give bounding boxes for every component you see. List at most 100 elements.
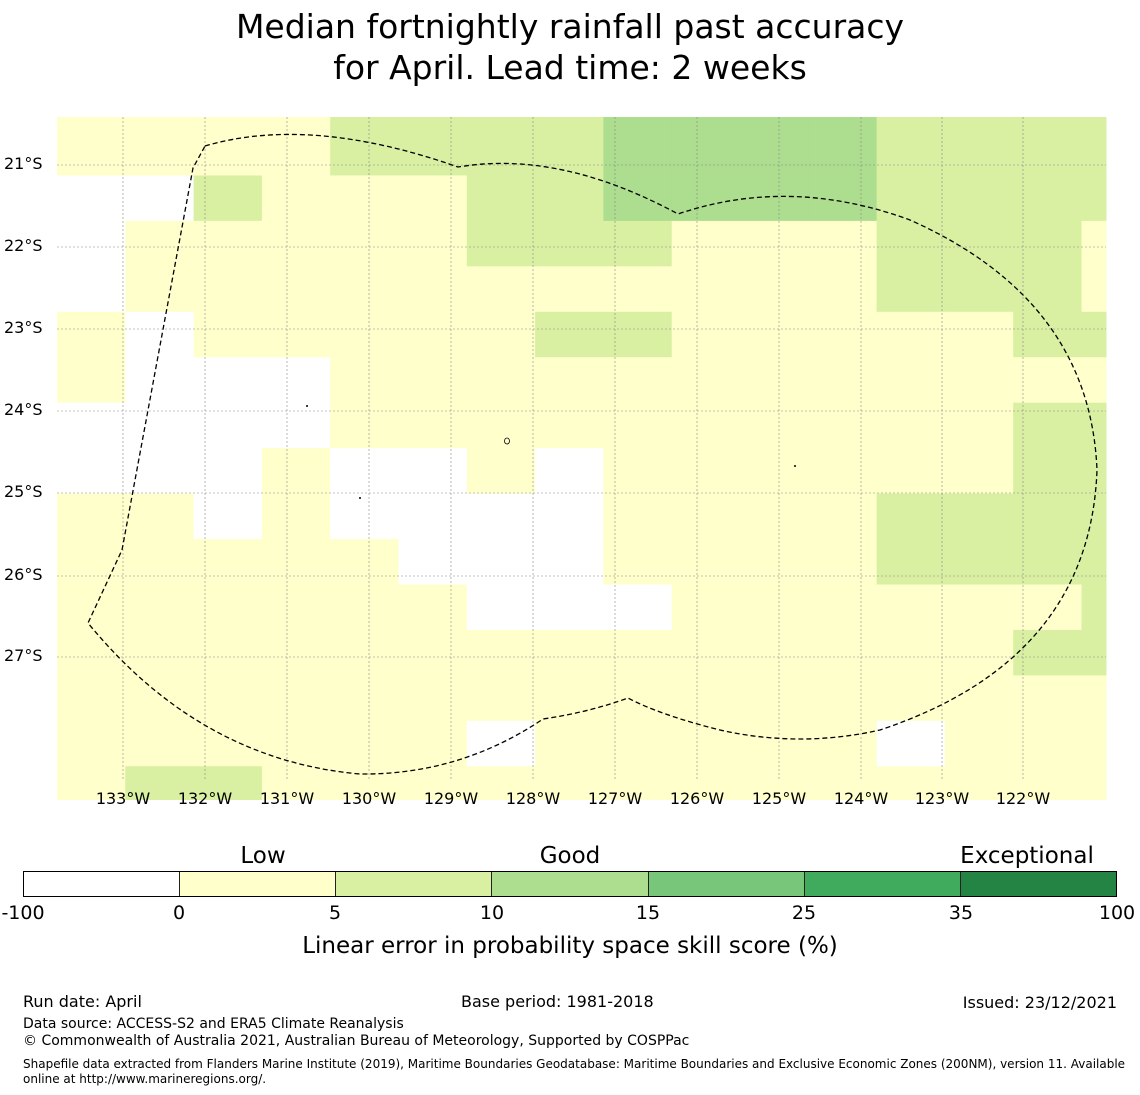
lat-label: 27°S	[4, 646, 43, 665]
lat-label: 23°S	[4, 318, 43, 337]
grid-cell	[535, 539, 604, 585]
lat-label: 24°S	[4, 400, 43, 419]
grid-cell	[193, 448, 263, 495]
grid-cell	[57, 311, 126, 358]
grid-cell	[466, 675, 536, 722]
grid-cell	[466, 766, 536, 800]
legend-category-exceptional: Exceptional	[960, 843, 1094, 869]
grid-cell	[603, 720, 673, 767]
grid-cell	[603, 584, 673, 631]
lon-label: 133°W	[95, 789, 151, 808]
grid-cell	[466, 311, 536, 358]
grid-cell	[330, 629, 399, 676]
grid-cell	[535, 766, 604, 800]
grid-cell	[876, 175, 946, 222]
grid-cell	[535, 493, 604, 540]
grid-cell	[876, 675, 946, 722]
grid-cell	[808, 675, 878, 722]
grid-cell	[740, 220, 809, 267]
grid-cell	[125, 584, 195, 631]
grid-cell	[330, 311, 399, 358]
grid-cell	[125, 220, 195, 267]
grid-cell	[740, 766, 809, 800]
grid-cell	[535, 175, 604, 222]
grid-cell	[671, 629, 741, 676]
grid-cell	[261, 493, 331, 540]
skill-grid-cells	[57, 117, 1107, 800]
grid-cell	[330, 175, 399, 222]
grid-cell	[740, 402, 809, 449]
legend-colorbar	[23, 871, 1117, 897]
grid-cell	[466, 493, 536, 540]
grid-cell	[876, 311, 946, 358]
grid-cell	[671, 720, 741, 767]
grid-cell	[671, 675, 741, 722]
lon-label: 128°W	[505, 789, 561, 808]
grid-cell	[398, 175, 468, 222]
grid-cell	[876, 493, 946, 540]
grid-cell	[671, 357, 741, 404]
lat-label: 26°S	[4, 565, 43, 584]
grid-cell	[398, 402, 468, 449]
grid-cell	[944, 539, 1014, 585]
grid-cell	[671, 117, 741, 176]
lon-label: 127°W	[587, 789, 643, 808]
grid-cell	[466, 448, 536, 495]
lat-label: 25°S	[4, 482, 43, 501]
grid-cell	[466, 539, 536, 585]
grid-cell	[125, 311, 195, 358]
grid-cell	[603, 629, 673, 676]
grid-cell	[330, 266, 399, 313]
grid-cell	[330, 448, 399, 495]
legend-category-good: Good	[539, 843, 601, 869]
grid-cell	[466, 402, 536, 449]
grid-cell	[57, 266, 126, 313]
grid-cell	[671, 220, 741, 267]
grid-cell	[125, 493, 195, 540]
grid-cell	[466, 266, 536, 313]
grid-cell	[261, 220, 331, 267]
legend-tick: 10	[479, 902, 505, 924]
grid-cell	[603, 311, 673, 358]
grid-cell	[1013, 448, 1082, 495]
grid-cell	[944, 357, 1014, 404]
grid-cell	[330, 220, 399, 267]
grid-cell	[330, 720, 399, 767]
grid-cell	[808, 311, 878, 358]
grid-cell	[125, 675, 195, 722]
island-mark	[504, 437, 510, 445]
grid-cell	[944, 220, 1014, 267]
grid-cell	[261, 675, 331, 722]
grid-cell	[603, 766, 673, 800]
grid-cell	[671, 766, 741, 800]
skill-score-map	[57, 117, 1107, 800]
grid-cell	[193, 117, 263, 176]
lon-label: 123°W	[914, 789, 970, 808]
grid-cell	[125, 539, 195, 585]
grid-cell	[1081, 448, 1107, 495]
grid-cell	[1081, 117, 1107, 176]
grid-cell	[193, 539, 263, 585]
grid-cell	[808, 720, 878, 767]
grid-cell	[808, 448, 878, 495]
grid-cell	[740, 720, 809, 767]
grid-cell	[330, 402, 399, 449]
grid-cell	[466, 357, 536, 404]
grid-cell	[466, 117, 536, 176]
grid-cell	[193, 584, 263, 631]
grid-cell	[1081, 220, 1107, 267]
grid-cell	[57, 720, 126, 767]
grid-cell	[740, 357, 809, 404]
eez-boundary	[87, 133, 1098, 775]
grid-cell	[57, 629, 126, 676]
grid-cell	[398, 220, 468, 267]
grid-cell	[466, 629, 536, 676]
grid-cell	[261, 311, 331, 358]
grid-cell	[125, 629, 195, 676]
grid-cell	[398, 629, 468, 676]
legend-title: Linear error in probability space skill …	[302, 933, 838, 959]
lon-label: 129°W	[423, 789, 479, 808]
grid-cell	[671, 584, 741, 631]
grid-cell	[876, 629, 946, 676]
grid-cell	[740, 266, 809, 313]
